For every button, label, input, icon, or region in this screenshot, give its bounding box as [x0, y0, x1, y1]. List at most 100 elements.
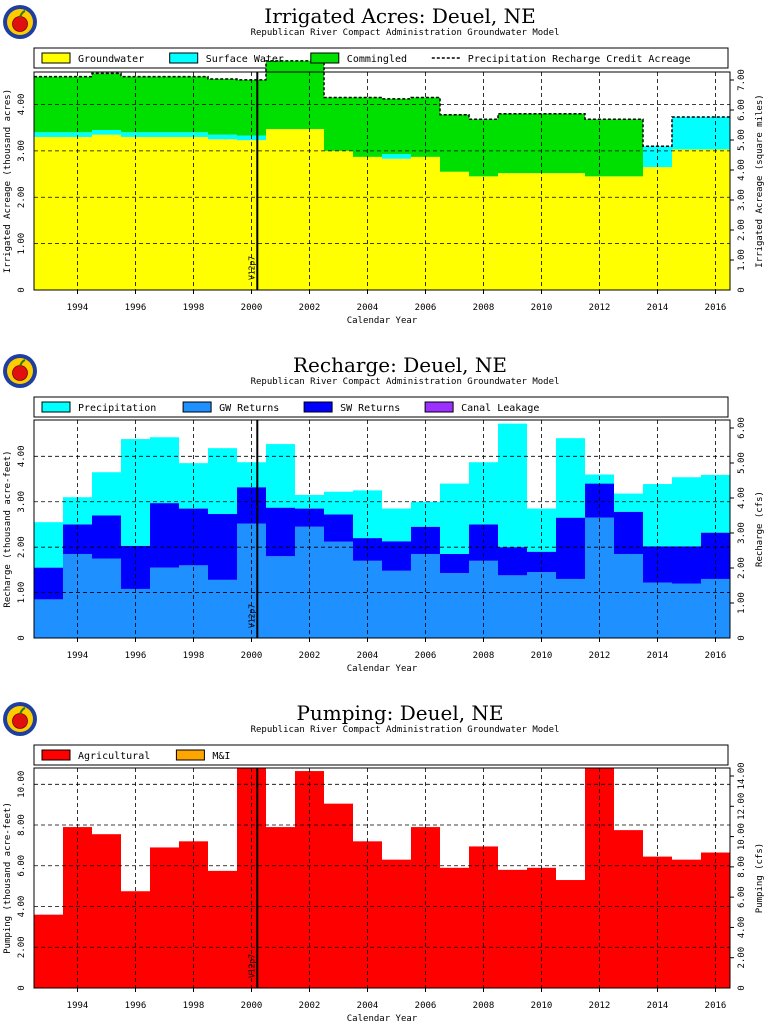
legend-swatch: [182, 401, 212, 413]
logo-apple: [12, 365, 28, 381]
bar-segment: [440, 553, 469, 574]
bar-segment: [266, 129, 295, 290]
bar-segment: [556, 438, 585, 518]
legend-box: [33, 47, 729, 69]
bar-segment: [150, 136, 179, 290]
legend-swatch: [41, 401, 71, 413]
bar-segment: [34, 599, 63, 638]
bar-segment: [179, 132, 208, 137]
chart-subtitle: Republican River Compact Administration …: [251, 377, 560, 387]
y-tick-label: 6.00: [17, 855, 27, 877]
bar-segment: [411, 97, 440, 157]
y-tick-label: 4.00: [17, 445, 27, 467]
legend-swatch: [41, 749, 71, 761]
bar-segment: [382, 158, 411, 290]
bar-segment: [324, 150, 353, 290]
bar-segment: [440, 171, 469, 290]
bar-segment: [92, 558, 121, 638]
bar-segment: [295, 129, 324, 290]
bar-segment: [440, 114, 469, 172]
bar-segment: [324, 803, 353, 988]
bar-segment: [585, 119, 614, 177]
bar-segment: [556, 517, 585, 579]
bar-segment: [498, 869, 527, 988]
bar-segment: [614, 493, 643, 512]
bar-segment: [498, 547, 527, 576]
legend-label: Agricultural: [78, 751, 150, 762]
bar-segment: [440, 867, 469, 988]
y2-tick-label: 4.00: [737, 487, 747, 509]
bar-segment: [556, 113, 585, 174]
y2-tick-label: 5.00: [737, 452, 747, 474]
bar-segment: [34, 914, 63, 988]
legend-swatch: [41, 52, 71, 64]
bar-segment: [295, 508, 324, 527]
x-tick-label: 1994: [67, 651, 89, 661]
bar-segment: [208, 579, 237, 638]
x-tick-label: 2014: [647, 303, 669, 313]
chart-subtitle: Republican River Compact Administration …: [251, 28, 560, 38]
bar-segment: [382, 508, 411, 542]
legend-label: Canal Leakage: [461, 403, 539, 414]
x-tick-label: 1996: [125, 1001, 147, 1011]
y2-tick-label: 2.00: [737, 947, 747, 969]
y-tick-label: 2.00: [17, 186, 27, 208]
y-tick-zero: 0: [17, 985, 27, 990]
x-tick-label: 2010: [531, 651, 553, 661]
x-tick-label: 2016: [705, 651, 727, 661]
bar-segment: [353, 97, 382, 157]
bar-segment: [324, 491, 353, 515]
y-axis-label: Recharge (thousand acre-feet): [3, 450, 13, 607]
legend-label: Groundwater: [78, 54, 144, 65]
apple-logo-icon: [3, 5, 37, 39]
y-tick-label: 2.00: [17, 936, 27, 958]
y2-tick-label: 2.00: [737, 219, 747, 241]
y2-tick-label: 5.00: [737, 129, 747, 151]
y-tick-zero: 0: [17, 287, 27, 292]
plot-frame: [33, 419, 731, 639]
x-tick-label: 2002: [299, 303, 321, 313]
bar-segment: [266, 60, 295, 130]
legend-label: Surface Water: [206, 54, 284, 65]
y-axis-label: Pumping (thousand acre-feet): [3, 802, 13, 954]
bar-segment: [498, 173, 527, 290]
legend-label: Commingled: [347, 54, 407, 65]
y2-tick-label: 3.00: [737, 522, 747, 544]
legend-swatch: [169, 52, 199, 64]
y-tick-label: 1.00: [17, 582, 27, 604]
y2-axis-label: Irrigated Acreage (square miles): [755, 94, 765, 267]
x-tick-label: 2000: [241, 1001, 263, 1011]
bar-segment: [92, 834, 121, 988]
apple-logo-icon: [3, 702, 37, 736]
x-tick-label: 2010: [531, 1001, 553, 1011]
bar-segment: [266, 444, 295, 508]
bar-segment: [440, 573, 469, 638]
plot-frame: [33, 71, 731, 291]
y-tick-label: 2.00: [17, 536, 27, 558]
apple-logo-icon: [3, 354, 37, 388]
y2-tick-label: 1.00: [737, 249, 747, 271]
y2-tick-label: 4.00: [737, 159, 747, 181]
bar-segment: [672, 546, 701, 584]
bar-segment: [208, 139, 237, 290]
plot-frame: [33, 767, 731, 989]
legend-swatch: [310, 52, 340, 64]
y2-tick-label: 6.00: [737, 886, 747, 908]
y2-axis-label: Recharge (cfs): [755, 491, 765, 567]
bar-segment: [382, 859, 411, 988]
x-tick-label: 2006: [415, 303, 437, 313]
x-tick-label: 1998: [183, 1001, 205, 1011]
bar-segment: [498, 575, 527, 638]
bar-segment: [92, 73, 121, 130]
x-axis-label: Calendar Year: [347, 1014, 418, 1024]
bar-segment: [150, 132, 179, 137]
bar-segment: [382, 570, 411, 638]
x-tick-label: 2012: [589, 303, 611, 313]
y-tick-label: 4.00: [17, 94, 27, 116]
x-tick-label: 2010: [531, 303, 553, 313]
bar-segment: [150, 567, 179, 638]
x-tick-label: 2004: [357, 1001, 379, 1011]
bar-segment: [92, 515, 121, 559]
bar-segment: [672, 116, 701, 150]
